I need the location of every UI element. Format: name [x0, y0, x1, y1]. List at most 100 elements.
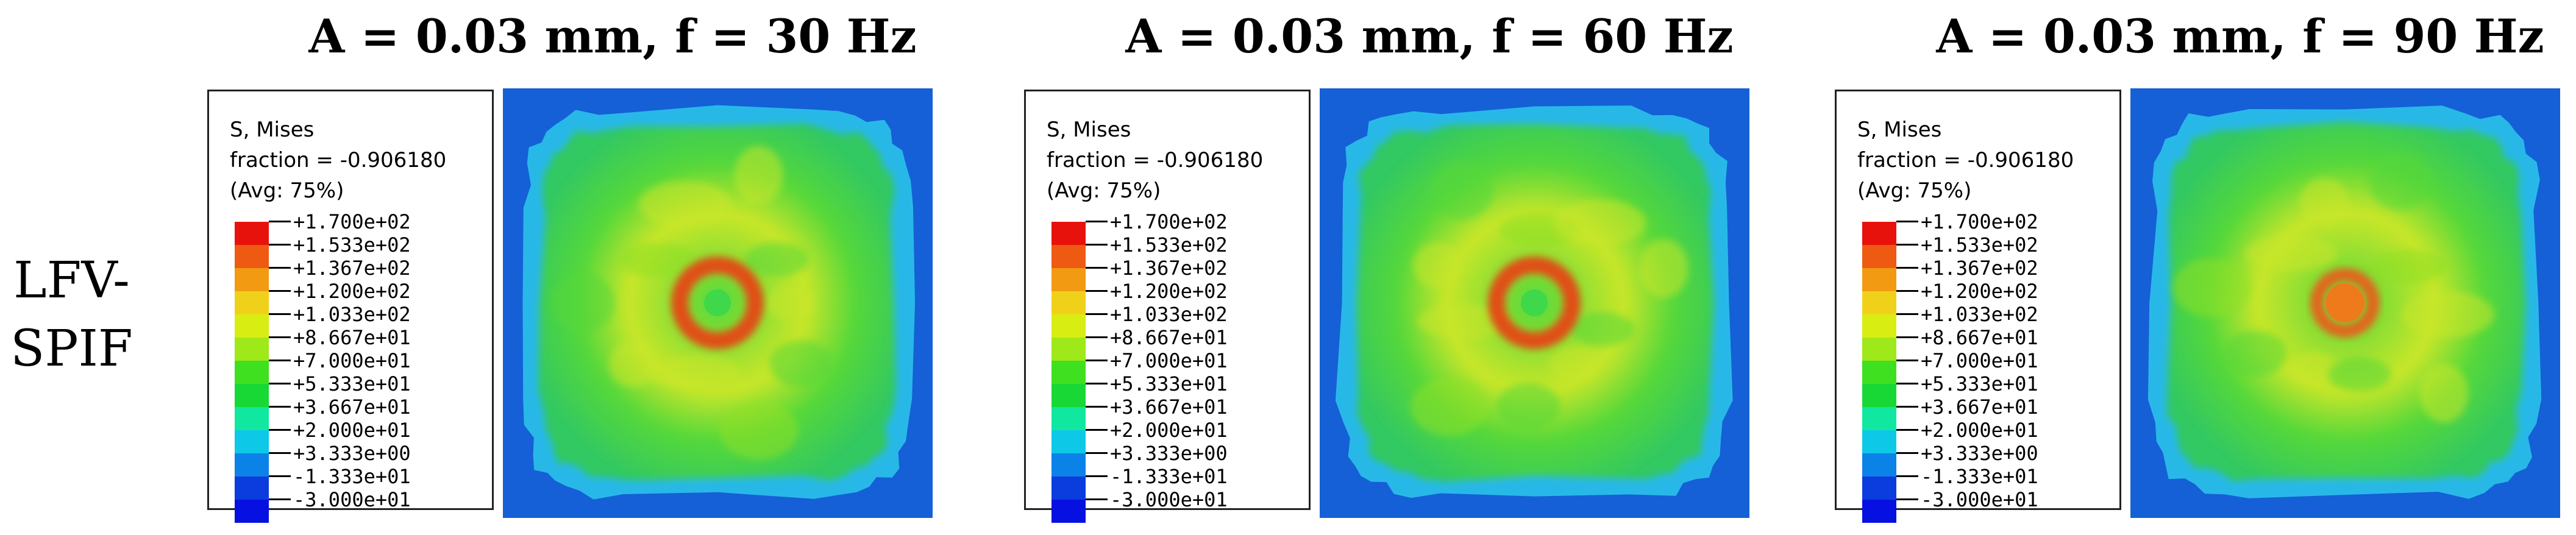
legend-swatch	[1051, 384, 1086, 407]
panel-title: A = 0.03 mm, f = 90 Hz	[1936, 9, 2544, 63]
legend-value: +1.533e+02	[1110, 233, 1228, 257]
legend-tick	[1086, 429, 1108, 431]
legend-tick	[269, 429, 291, 431]
legend-tick	[1896, 313, 1918, 315]
legend-swatch	[235, 338, 269, 361]
legend-swatch	[1051, 453, 1086, 477]
row-label: LFV- SPIF	[0, 247, 143, 383]
legend-variable: S, Mises	[1857, 118, 1942, 142]
legend-swatch	[1862, 477, 1896, 500]
legend-tick	[1896, 290, 1918, 292]
legend-value: +1.367e+02	[1921, 257, 2038, 280]
stress-patch	[1570, 312, 1634, 347]
legend-value: -3.000e+01	[293, 488, 411, 511]
stress-patch	[2222, 330, 2286, 377]
legend-swatch	[235, 222, 269, 245]
legend-swatch	[1051, 361, 1086, 384]
legend-tick	[269, 475, 291, 477]
legend-tick	[1086, 336, 1108, 338]
legend-average: (Avg: 75%)	[1047, 179, 1161, 203]
legend-swatch	[1051, 268, 1086, 291]
stress-patch	[2244, 236, 2338, 271]
legend-swatch	[1862, 500, 1896, 523]
legend-tick	[1086, 498, 1108, 500]
legend-average: (Avg: 75%)	[1857, 179, 1972, 203]
legend-header: S, Mises fraction = -0.906180 (Avg: 75%)	[1857, 115, 2074, 206]
legend-tick	[1896, 336, 1918, 338]
legend-tick	[1086, 452, 1108, 454]
legend-tick	[1086, 244, 1108, 246]
legend-swatch	[1051, 407, 1086, 430]
legend-swatch	[235, 430, 269, 453]
legend-tick	[1896, 221, 1918, 222]
stress-patch	[2172, 258, 2251, 317]
legend-swatch	[1051, 477, 1086, 500]
legend-value: -1.333e+01	[1110, 465, 1228, 488]
legend-value: +1.700e+02	[1110, 210, 1228, 233]
legend-tick	[1896, 383, 1918, 384]
legend-tick	[269, 336, 291, 338]
legend-fraction: fraction = -0.906180	[1857, 148, 2074, 172]
legend-tick	[1086, 475, 1108, 477]
legend-value: +1.533e+02	[293, 233, 411, 257]
legend-tick	[1896, 360, 1918, 361]
stress-patch	[744, 243, 808, 277]
legend-value: +5.333e+01	[293, 372, 411, 395]
legend-swatch	[1862, 245, 1896, 268]
legend-swatch	[235, 245, 269, 268]
hotspot-ring	[2310, 268, 2380, 338]
hotspot-core	[1521, 289, 1548, 316]
legend-swatch	[235, 314, 269, 338]
legend-swatch	[1862, 453, 1896, 477]
legend-swatch	[1051, 245, 1086, 268]
legend-value: +1.033e+02	[1921, 303, 2038, 326]
legend-tick	[1896, 406, 1918, 408]
stress-patch	[2300, 178, 2349, 225]
legend-value: -1.333e+01	[1921, 465, 2038, 488]
legend-fraction: fraction = -0.906180	[1047, 148, 1264, 172]
legend-tick	[269, 360, 291, 361]
stress-contour-plot	[503, 88, 933, 518]
stress-patch	[1553, 199, 1646, 246]
legend-swatch	[1051, 500, 1086, 523]
legend-value: +1.700e+02	[1921, 210, 2038, 233]
legend-swatch	[1051, 430, 1086, 453]
stress-patch	[1429, 161, 1493, 220]
legend-value: -1.333e+01	[293, 465, 411, 488]
legend-tick	[269, 498, 291, 500]
panel-title: A = 0.03 mm, f = 30 Hz	[308, 9, 917, 63]
legend-tick	[1086, 313, 1108, 315]
contour-panel: A = 0.03 mm, f = 30 Hz S, Mises fraction =…	[207, 0, 1018, 535]
legend-tick	[1896, 429, 1918, 431]
contour-panel: A = 0.03 mm, f = 90 Hz S, Mises fraction =…	[1835, 0, 2576, 535]
legend-value: +1.200e+02	[1921, 280, 2038, 303]
stress-patch	[2290, 352, 2339, 387]
legend-tick	[269, 452, 291, 454]
hotspot-core	[2325, 283, 2364, 322]
stress-patch	[2369, 151, 2433, 210]
legend-swatch	[1862, 268, 1896, 291]
legend-value: +1.700e+02	[293, 210, 411, 233]
legend-swatch	[1051, 291, 1086, 314]
legend-tick	[1896, 452, 1918, 454]
stress-patch	[2419, 364, 2469, 423]
contour-legend: S, Mises fraction = -0.906180 (Avg: 75%) +1…	[207, 90, 494, 523]
legend-value: +8.667e+01	[1110, 326, 1228, 349]
legend-swatch	[235, 500, 269, 523]
legend-value: +3.333e+00	[293, 442, 411, 465]
panel-title: A = 0.03 mm, f = 60 Hz	[1125, 9, 1734, 63]
legend-tick	[1896, 244, 1918, 246]
legend-value: +2.000e+01	[1110, 419, 1228, 442]
legend-value: +3.667e+01	[1110, 395, 1228, 419]
legend-tick	[1086, 221, 1108, 222]
legend-header: S, Mises fraction = -0.906180 (Avg: 75%)	[230, 115, 446, 206]
row-label-line-1: LFV-	[13, 252, 130, 310]
legend-value: +3.333e+00	[1110, 442, 1228, 465]
legend-swatch	[1051, 314, 1086, 338]
legend-tick	[1896, 267, 1918, 269]
legend-swatch	[1862, 338, 1896, 361]
legend-value: +3.667e+01	[293, 395, 411, 419]
legend-header: S, Mises fraction = -0.906180 (Avg: 75%)	[1047, 115, 1263, 206]
stress-patch	[1549, 347, 1598, 381]
legend-value: -3.000e+01	[1110, 488, 1228, 511]
